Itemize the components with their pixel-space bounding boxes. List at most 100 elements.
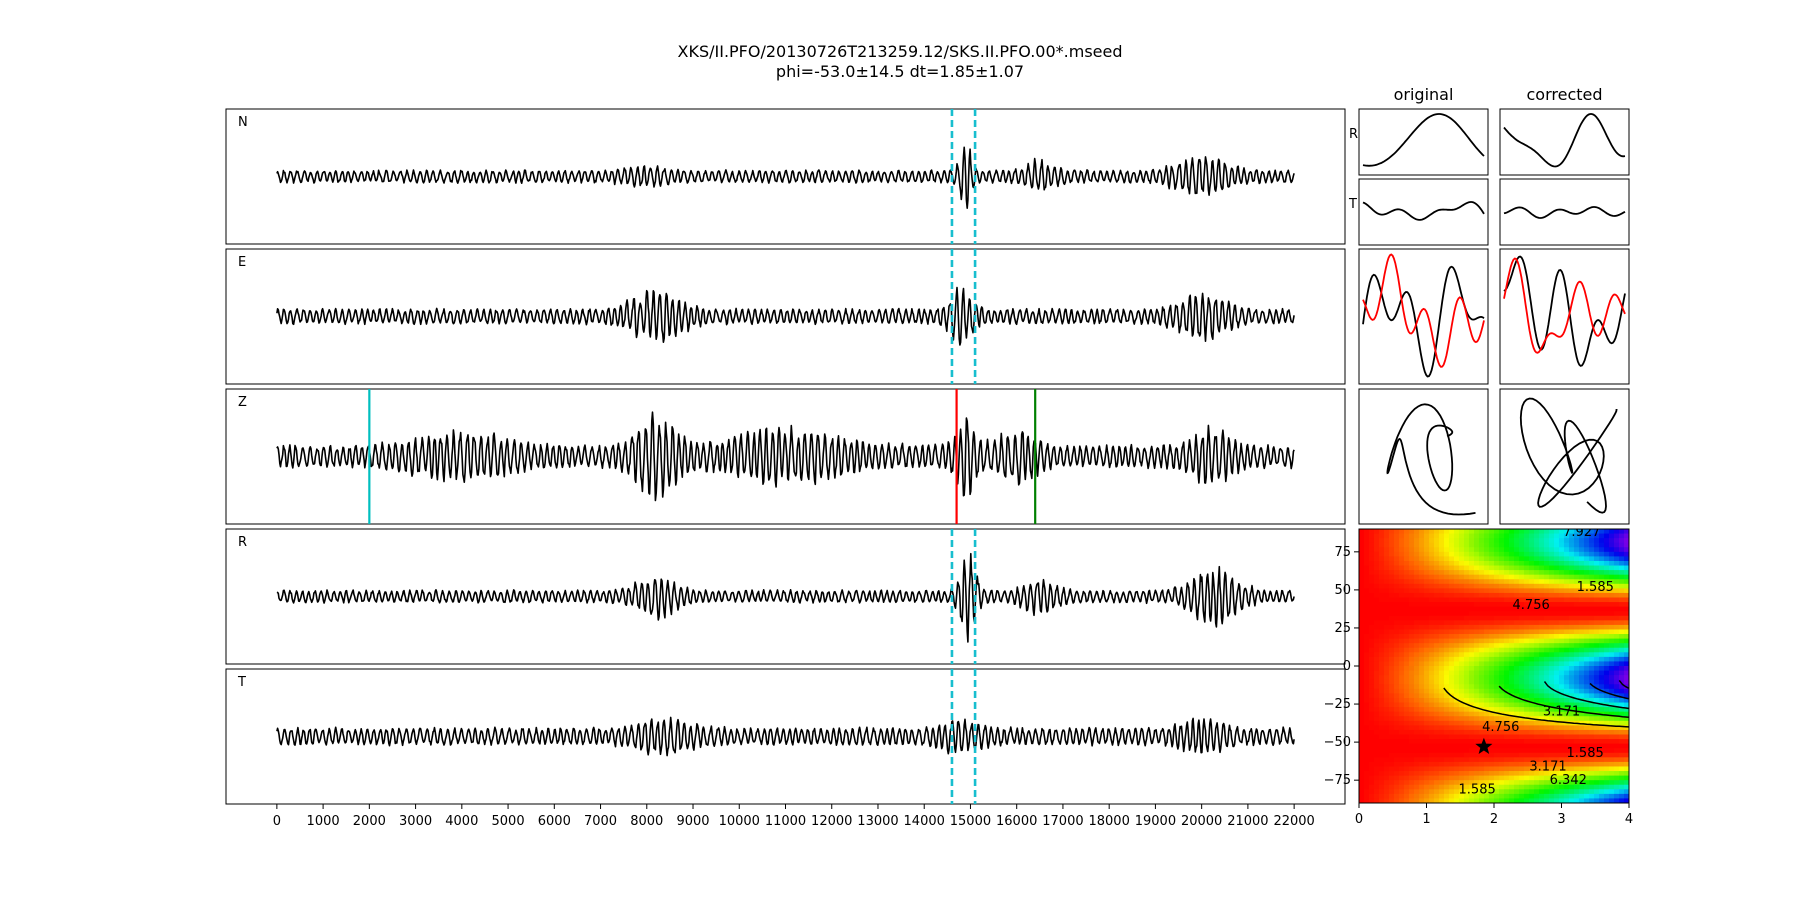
heatmap-cell: [1559, 533, 1565, 539]
heatmap-cell: [1399, 538, 1405, 544]
heatmap-cell: [1579, 793, 1585, 800]
heatmap-cell: [1409, 588, 1415, 594]
heatmap-cell: [1409, 761, 1415, 768]
heatmap-cell: [1569, 570, 1575, 576]
heatmap-cell: [1599, 647, 1605, 653]
heatmap-cell: [1369, 739, 1375, 745]
heatmap-cell: [1394, 697, 1400, 704]
heatmap-cell: [1529, 542, 1535, 548]
heatmap-cell: [1414, 784, 1420, 790]
heatmap-cell: [1424, 693, 1430, 699]
heatmap-cell: [1404, 752, 1410, 758]
heatmap-cell: [1539, 620, 1545, 626]
heatmap-cell: [1429, 661, 1435, 667]
heatmap-cell: [1494, 679, 1500, 685]
heatmap-cell: [1559, 734, 1565, 740]
heatmap-cell: [1369, 597, 1375, 603]
heatmap-cell: [1539, 588, 1545, 594]
heatmap-cell: [1359, 611, 1365, 617]
heatmap-cell: [1549, 693, 1555, 699]
heatmap-cell: [1384, 643, 1390, 649]
heatmap-cell: [1564, 579, 1570, 585]
heatmap-cell: [1399, 711, 1405, 717]
heatmap-cell: [1619, 560, 1625, 567]
heatmap-cell: [1424, 624, 1430, 631]
heatmap-cell: [1369, 734, 1375, 740]
heatmap-cell: [1599, 771, 1605, 777]
heatmap-cell: [1509, 684, 1515, 690]
heatmap-cell: [1469, 784, 1475, 790]
heatmap-cell: [1359, 707, 1365, 713]
heatmap-cell: [1624, 634, 1629, 640]
heatmap-cell: [1454, 725, 1460, 731]
heatmap-cell: [1464, 789, 1470, 795]
heatmap-cell: [1394, 725, 1400, 731]
heatmap-cell: [1519, 702, 1525, 708]
heatmap-cell: [1584, 592, 1590, 599]
heatmap-cell: [1464, 761, 1470, 768]
heatmap-cell: [1504, 688, 1510, 694]
heatmap-cell: [1624, 542, 1629, 548]
heatmap-cell: [1504, 602, 1510, 608]
heatmap-cell: [1609, 588, 1615, 594]
heatmap-cell: [1374, 629, 1380, 635]
heatmap-cell: [1419, 752, 1425, 758]
heatmap-cell: [1419, 661, 1425, 667]
heatmap-cell: [1379, 629, 1385, 635]
heatmap-cell: [1599, 634, 1605, 640]
heatmap-cell: [1539, 624, 1545, 631]
heatmap-cell: [1469, 684, 1475, 690]
heatmap-cell: [1474, 789, 1480, 795]
heatmap-cell: [1419, 789, 1425, 795]
heatmap-cell: [1404, 560, 1410, 567]
heatmap-cell: [1449, 556, 1455, 562]
heatmap-cell: [1604, 643, 1610, 649]
heatmap-cell: [1474, 688, 1480, 694]
heatmap-cell: [1379, 611, 1385, 617]
heatmap-cell: [1569, 670, 1575, 676]
heatmap-cell: [1399, 547, 1405, 553]
heatmap-cell: [1414, 725, 1420, 731]
heatmap-cell: [1359, 720, 1365, 726]
heatmap-cell: [1439, 734, 1445, 740]
heatmap-cell: [1484, 684, 1490, 690]
heatmap-cell: [1444, 574, 1450, 580]
heatmap-cell: [1494, 529, 1500, 535]
heatmap-cell: [1384, 647, 1390, 653]
heatmap-cell: [1589, 529, 1595, 535]
heatmap-cell: [1494, 798, 1500, 803]
heatmap-cell: [1509, 606, 1515, 612]
heatmap-cell: [1479, 597, 1485, 603]
heatmap-cell: [1454, 634, 1460, 640]
heatmap-cell: [1404, 629, 1410, 635]
heatmap-cell: [1359, 766, 1365, 772]
heatmap-cell: [1549, 647, 1555, 653]
heatmap-cell: [1409, 656, 1415, 663]
heatmap-cell: [1489, 579, 1495, 585]
heatmap-cell: [1529, 597, 1535, 603]
heatmap-cell: [1434, 771, 1440, 777]
heatmap-cell: [1499, 729, 1505, 736]
heatmap-cell: [1559, 666, 1565, 672]
heatmap-cell: [1574, 766, 1580, 772]
heatmap-cell: [1554, 784, 1560, 790]
heatmap-cell: [1404, 771, 1410, 777]
heatmap-cell: [1419, 793, 1425, 800]
heatmap-cell: [1559, 542, 1565, 548]
heatmap-cell: [1469, 729, 1475, 736]
heatmap-cell: [1579, 629, 1585, 635]
heatmap-cell: [1429, 556, 1435, 562]
heatmap-cell: [1449, 551, 1455, 557]
heatmap-cell: [1454, 707, 1460, 713]
heatmap-cell: [1434, 538, 1440, 544]
heatmap-cell: [1539, 711, 1545, 717]
heatmap-cell: [1489, 743, 1495, 749]
heatmap-cell: [1574, 771, 1580, 777]
heatmap-cell: [1359, 538, 1365, 544]
heatmap-cell: [1419, 542, 1425, 548]
heatmap-cell: [1359, 702, 1365, 708]
heatmap-cell: [1439, 775, 1445, 781]
heatmap-cell: [1359, 693, 1365, 699]
heatmap-cell: [1549, 652, 1555, 658]
heatmap-cell: [1614, 761, 1620, 768]
